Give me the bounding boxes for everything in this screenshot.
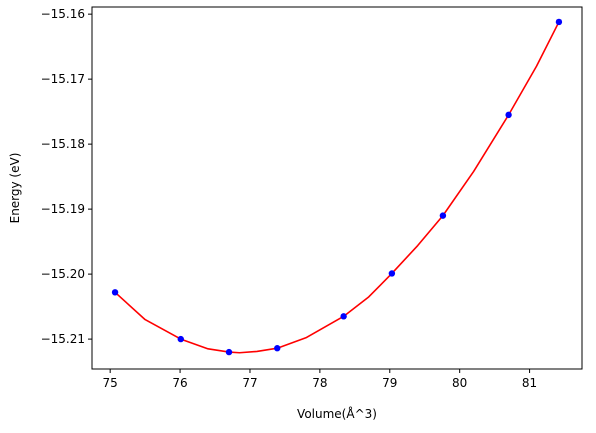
data-point xyxy=(439,212,447,219)
x-tick-label: 81 xyxy=(522,376,537,390)
data-point xyxy=(177,335,184,343)
data-point xyxy=(111,289,119,296)
y-tick-label: −15.19 xyxy=(41,202,85,216)
y-tick-label: −15.20 xyxy=(41,267,85,281)
plot-area xyxy=(111,18,563,356)
y-axis-label: Energy (eV) xyxy=(8,153,22,224)
data-point xyxy=(225,348,233,356)
data-point xyxy=(274,345,281,352)
x-tick-label: 80 xyxy=(452,376,467,390)
axes-frame xyxy=(91,6,583,370)
data-point xyxy=(505,111,512,119)
x-tick-label: 76 xyxy=(172,376,187,390)
y-tick-label: −15.17 xyxy=(41,72,85,86)
data-point xyxy=(340,313,347,320)
y-tick-label: −15.16 xyxy=(41,7,85,21)
x-axis-label: Volume(Å^3) xyxy=(297,406,377,421)
x-tick-label: 79 xyxy=(382,376,397,390)
y-tick-label: −15.21 xyxy=(41,332,85,346)
x-tick-label: 77 xyxy=(242,376,257,390)
fit-curve-line xyxy=(114,21,560,354)
x-tick-label: 75 xyxy=(103,376,118,390)
x-tick-label: 78 xyxy=(312,376,327,390)
data-point xyxy=(555,18,563,26)
y-axis-ticks: −15.21 −15.20 −15.19 −15.18 −15.17 −15.16 xyxy=(41,7,92,346)
data-point xyxy=(388,270,396,277)
x-axis-ticks: 75 76 77 78 79 80 81 xyxy=(103,369,537,390)
y-tick-label: −15.18 xyxy=(41,137,85,151)
